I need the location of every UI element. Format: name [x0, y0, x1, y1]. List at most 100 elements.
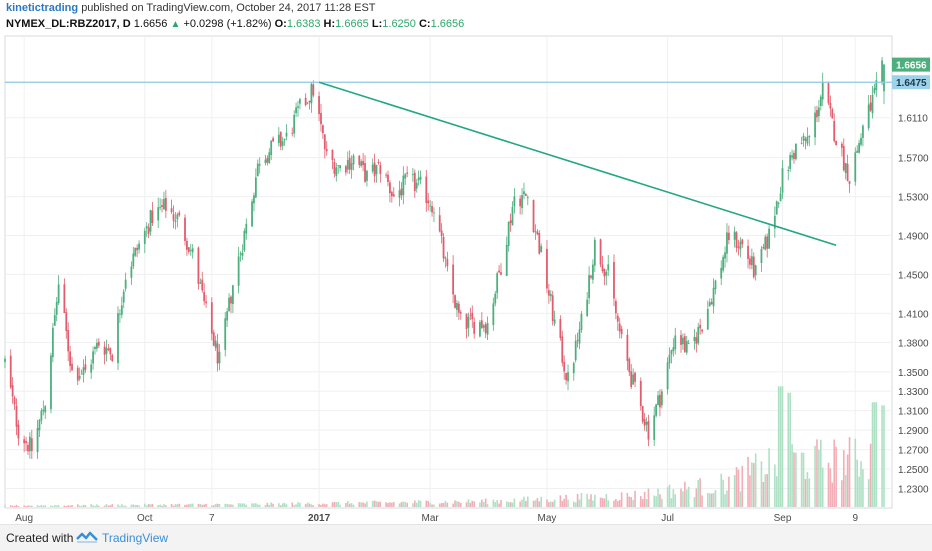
candle-body [553, 319, 556, 324]
y-tick-label: 1.5300 [898, 193, 929, 204]
candle-body [392, 194, 395, 197]
volume-bar [245, 504, 248, 507]
volume-bar [124, 505, 127, 507]
volume-bar [197, 503, 200, 507]
x-tick-label: Jul [661, 513, 674, 524]
candle-body [17, 424, 20, 439]
close-value: 1.6656 [430, 18, 465, 30]
volume-bar [680, 488, 682, 507]
volume-bar [615, 498, 617, 507]
candle-body [157, 207, 160, 221]
volume-bar [777, 386, 780, 507]
volume-bar [666, 487, 669, 507]
volume-bar [728, 476, 730, 507]
x-tick-label: Aug [15, 513, 33, 524]
volume-bar [534, 500, 537, 507]
volume-bar [243, 503, 246, 507]
candle-body [237, 256, 240, 286]
candle-body [641, 406, 644, 422]
volume-bar [546, 499, 548, 507]
volume-bar [13, 505, 16, 507]
volume-bar [626, 492, 629, 507]
volume-bar [337, 502, 340, 507]
candle-body [310, 83, 313, 104]
volume-bar [695, 488, 698, 507]
candle-body [130, 266, 133, 278]
candle-body [752, 256, 755, 278]
candle-body [639, 380, 642, 407]
volume-bar [766, 474, 768, 507]
volume-bar [601, 498, 604, 507]
candle-body [90, 364, 93, 373]
candle-body [588, 275, 590, 299]
tradingview-logo-icon[interactable] [76, 530, 98, 544]
x-tick-label: Oct [137, 513, 153, 524]
volume-bar [712, 493, 715, 507]
candle-body [567, 372, 569, 382]
volume-bar [498, 503, 500, 507]
price-tag [892, 75, 930, 90]
candle-body [737, 246, 740, 248]
volume-bar [186, 504, 188, 507]
volume-bar [270, 502, 272, 507]
candle-body [800, 143, 803, 144]
candle-body [844, 163, 847, 174]
candle-body [433, 212, 435, 214]
volume-bar [339, 504, 341, 507]
volume-bar [122, 505, 125, 507]
candle-body [299, 99, 301, 104]
symbol-label[interactable]: NYMEX_DL:RBZ2017, D [6, 18, 131, 30]
candle-body [645, 422, 648, 425]
volume-bar [858, 476, 860, 507]
volume-bar [188, 504, 190, 507]
tradingview-link[interactable]: TradingView [102, 531, 169, 545]
volume-bar [848, 437, 851, 507]
volume-bar [682, 491, 684, 507]
candle-body [682, 337, 684, 345]
volume-bar [548, 502, 550, 507]
volume-bar [57, 505, 60, 507]
candle-body [856, 150, 859, 153]
volume-bar [820, 439, 822, 507]
candle-body [231, 285, 234, 304]
candle-body [781, 168, 784, 193]
candle-body [712, 287, 715, 307]
candle-body [245, 223, 248, 234]
volume-bar [402, 501, 405, 507]
volume-bar [551, 501, 554, 507]
candle-body [653, 415, 656, 440]
candle-body [574, 340, 577, 361]
volume-bar [80, 505, 83, 507]
descending-trendline [318, 81, 837, 247]
volume-bar [829, 468, 832, 507]
volume-bar [291, 502, 294, 507]
candle-body [697, 327, 700, 344]
candle-body [647, 421, 650, 440]
volume-bar [279, 505, 282, 507]
volume-bar [699, 478, 701, 507]
candle-body [136, 247, 139, 251]
candle-body [840, 143, 843, 148]
candle-body [634, 372, 636, 382]
volume-bar [751, 462, 753, 507]
price-chart[interactable]: 1.6110 1.5700 1.5300 1.4900 1.4500 1.4100 1.38… [0, 0, 932, 524]
volume-bar [96, 504, 98, 507]
volume-bar [494, 501, 497, 507]
candle-body [51, 327, 54, 358]
candle-body [459, 312, 462, 314]
volume-bar [318, 504, 320, 507]
publisher-name[interactable]: kinetictrading [6, 2, 79, 14]
candle-body [117, 313, 119, 364]
volume-bar [632, 499, 634, 507]
candle-body [521, 195, 523, 209]
candle-body [323, 134, 326, 150]
candle-body [339, 165, 342, 169]
volume-bar [17, 506, 20, 507]
volume-series [4, 386, 885, 507]
volume-bar [218, 504, 221, 507]
volume-bar [674, 494, 677, 507]
volume-bar [345, 503, 347, 507]
candle-body [507, 221, 510, 247]
volume-bar [833, 439, 836, 507]
volume-bar [264, 504, 267, 507]
